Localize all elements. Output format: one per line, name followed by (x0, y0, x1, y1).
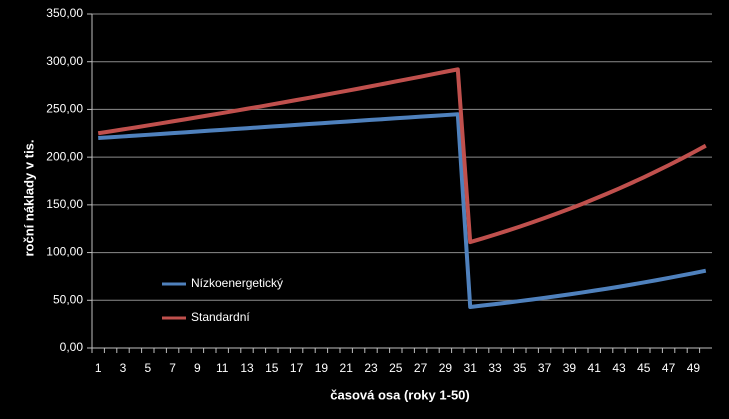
x-tick-label: 25 (389, 361, 403, 375)
x-tick-label: 5 (144, 361, 151, 375)
x-tick-label: 9 (194, 361, 201, 375)
y-tick-label: 250,00 (46, 102, 83, 116)
x-tick-label: 15 (265, 361, 279, 375)
x-tick-label: 19 (315, 361, 329, 375)
x-tick-label: 49 (687, 361, 701, 375)
x-tick-label: 1 (95, 361, 102, 375)
y-tick-label: 200,00 (46, 149, 83, 163)
x-tick-label: 43 (612, 361, 626, 375)
legend-label: Nízkoenergetický (191, 276, 283, 290)
y-axis-title: roční náklady v tis. (21, 139, 36, 256)
x-tick-label: 31 (464, 361, 478, 375)
y-tick-label: 50,00 (53, 292, 83, 306)
y-tick-label: 350,00 (46, 6, 83, 20)
x-tick-label: 23 (364, 361, 378, 375)
x-tick-label: 27 (414, 361, 428, 375)
x-axis-title: časová osa (roky 1-50) (330, 387, 469, 402)
x-tick-label: 41 (588, 361, 602, 375)
x-tick-label: 21 (340, 361, 354, 375)
x-tick-label: 17 (290, 361, 304, 375)
x-tick-label: 7 (169, 361, 176, 375)
x-tick-label: 39 (563, 361, 577, 375)
x-tick-label: 37 (538, 361, 552, 375)
x-tick-label: 47 (662, 361, 676, 375)
x-tick-label: 13 (240, 361, 254, 375)
y-tick-label: 100,00 (46, 245, 83, 259)
x-tick-label: 29 (439, 361, 453, 375)
x-tick-label: 11 (216, 361, 229, 375)
series-line (98, 112, 707, 309)
x-tick-label: 33 (488, 361, 502, 375)
y-tick-label: 300,00 (46, 54, 83, 68)
legend-label: Standardní (191, 310, 250, 324)
series-line (97, 67, 707, 245)
x-tick-label: 35 (513, 361, 527, 375)
x-tick-label: 45 (637, 361, 651, 375)
y-tick-label: 150,00 (46, 197, 83, 211)
y-tick-label: 0,00 (60, 340, 84, 354)
x-tick-label: 3 (120, 361, 127, 375)
